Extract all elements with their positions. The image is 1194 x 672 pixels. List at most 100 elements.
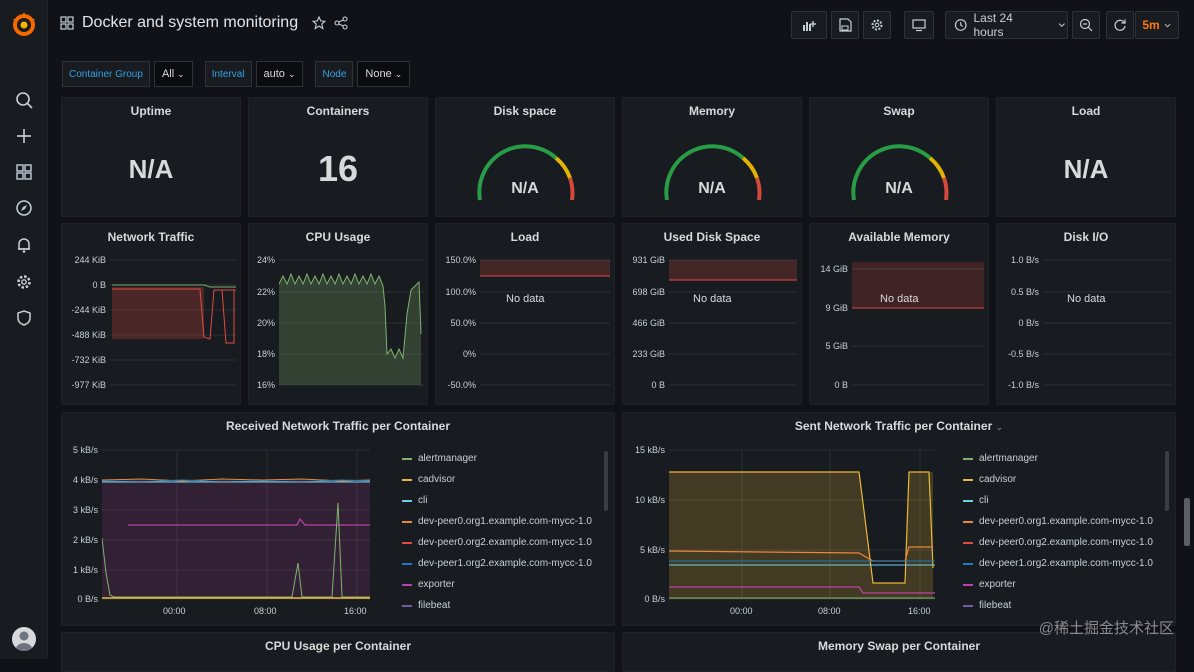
- legend-item[interactable]: alertmanager: [963, 453, 1038, 464]
- shield-icon[interactable]: [12, 306, 36, 330]
- y-tick: -50.0%: [447, 380, 476, 390]
- avatar[interactable]: [12, 627, 36, 651]
- y-tick: 2 kB/s: [72, 535, 98, 545]
- refresh-interval-label: 5m: [1142, 18, 1160, 32]
- chevron-down-icon: [1164, 23, 1171, 27]
- bell-icon[interactable]: [12, 233, 36, 257]
- legend-label: filebeat: [979, 600, 1012, 611]
- legend-swatch: [963, 499, 973, 502]
- stat-value: N/A: [128, 154, 174, 184]
- legend-item[interactable]: dev-peer0.org2.example.com-mycc-1.0: [963, 537, 1153, 548]
- legend-swatch: [963, 478, 973, 481]
- legend-label: filebeat: [418, 600, 451, 611]
- load-plot: [480, 259, 610, 386]
- y-tick: -732 KiB: [71, 355, 106, 365]
- legend-swatch: [963, 604, 973, 607]
- panel-title-row[interactable]: Sent Network Traffic per Container ⌄: [623, 419, 1175, 433]
- gauge-value: N/A: [885, 180, 913, 197]
- cpu-usage-panel: CPU Usage 24% 22% 20% 18% 16%: [248, 223, 428, 405]
- y-tick: 1.0 B/s: [1010, 255, 1039, 265]
- plus-icon[interactable]: [12, 124, 36, 148]
- y-tick: 698 GiB: [632, 287, 665, 297]
- dashboard-grid-icon: [60, 16, 74, 30]
- refresh-button[interactable]: [1106, 11, 1134, 39]
- legend-item[interactable]: dev-peer1.org2.example.com-mycc-1.0: [402, 558, 592, 569]
- gear-icon[interactable]: [12, 270, 36, 294]
- containers-panel: Containers 16: [248, 97, 428, 217]
- dashboards-icon[interactable]: [12, 160, 36, 184]
- save-dashboard-button[interactable]: [831, 11, 859, 39]
- sent-traffic-panel: Sent Network Traffic per Container ⌄ 15 …: [622, 412, 1176, 626]
- search-icon[interactable]: [12, 88, 36, 112]
- dashboard-title[interactable]: Docker and system monitoring: [82, 14, 299, 31]
- legend-label: exporter: [979, 579, 1016, 590]
- legend-item[interactable]: filebeat: [402, 600, 450, 611]
- gauge: [477, 144, 575, 201]
- time-range-picker[interactable]: Last 24 hours: [945, 11, 1068, 39]
- refresh-interval-picker[interactable]: 5m: [1135, 11, 1179, 39]
- y-tick: 16%: [256, 380, 275, 390]
- panel-title: Swap: [883, 104, 915, 118]
- legend-item[interactable]: cli: [963, 495, 988, 506]
- variable-select-interval[interactable]: auto ⌄: [255, 61, 304, 87]
- compass-icon[interactable]: [12, 196, 36, 220]
- variable-select-node[interactable]: None ⌄: [357, 61, 411, 87]
- grafana-logo-icon[interactable]: [9, 9, 39, 39]
- legend-label: cadvisor: [418, 474, 456, 485]
- legend-item[interactable]: dev-peer0.org1.example.com-mycc-1.0: [963, 516, 1153, 527]
- refresh-icon: [1114, 19, 1126, 31]
- variable-select-container-group[interactable]: All ⌄: [153, 61, 193, 87]
- y-tick: 0 B/s: [1018, 318, 1039, 328]
- tv-mode-button[interactable]: [904, 11, 934, 39]
- legend-item[interactable]: dev-peer1.org2.example.com-mycc-1.0: [963, 558, 1153, 569]
- panel-title: Received Network Traffic per Container: [225, 419, 451, 433]
- legend-swatch: [402, 541, 412, 544]
- sent-traffic-plot: [669, 449, 935, 600]
- x-tick: 08:00: [254, 606, 277, 616]
- network-traffic-plot: [110, 259, 236, 386]
- panel-title: Load: [510, 230, 540, 244]
- legend-item[interactable]: dev-peer0.org1.example.com-mycc-1.0: [402, 516, 592, 527]
- cpu-usage-plot: [279, 259, 425, 386]
- page-scrollbar[interactable]: [1184, 498, 1190, 546]
- time-range-label: Last 24 hours: [973, 11, 1013, 39]
- legend-label: cadvisor: [979, 474, 1017, 485]
- y-tick: 0.5 B/s: [1010, 287, 1039, 297]
- legend-label: dev-peer1.org2.example.com-mycc-1.0: [418, 558, 592, 569]
- y-tick: 14 GiB: [820, 264, 848, 274]
- legend-item[interactable]: alertmanager: [402, 453, 477, 464]
- no-data-label: No data: [1067, 293, 1106, 305]
- legend-item[interactable]: cadvisor: [402, 474, 455, 485]
- legend-scrollbar[interactable]: [604, 451, 608, 511]
- legend-item[interactable]: cli: [402, 495, 427, 506]
- legend-item[interactable]: filebeat: [963, 600, 1011, 611]
- x-tick: 00:00: [163, 606, 186, 616]
- stat-value: 16: [317, 148, 359, 189]
- chevron-down-icon: ⌄: [287, 68, 296, 79]
- panel-title: Load: [1071, 104, 1101, 118]
- dashboard-settings-button[interactable]: [863, 11, 891, 39]
- y-tick: -488 KiB: [71, 330, 106, 340]
- star-icon[interactable]: [312, 16, 327, 30]
- y-tick: 4 kB/s: [72, 475, 98, 485]
- panel-title: Available Memory: [848, 230, 950, 244]
- y-tick: 50.0%: [450, 318, 476, 328]
- zoom-out-button[interactable]: [1072, 11, 1100, 39]
- legend-item[interactable]: dev-peer0.org2.example.com-mycc-1.0: [402, 537, 592, 548]
- legend-swatch: [402, 604, 412, 607]
- add-panel-button[interactable]: [791, 11, 827, 39]
- swap-per-container-panel: Memory Swap per Container: [622, 632, 1176, 672]
- gauge-value: N/A: [511, 180, 539, 197]
- y-tick: 3 kB/s: [72, 505, 98, 515]
- available-memory-panel: Available Memory 14 GiB 9 GiB 5 GiB 0 B …: [809, 223, 989, 405]
- legend-item[interactable]: exporter: [963, 579, 1016, 590]
- network-traffic-panel: Network Traffic 244 KiB 0 B -244 KiB -48…: [61, 223, 241, 405]
- y-tick: 931 GiB: [632, 255, 665, 265]
- share-icon[interactable]: [334, 16, 348, 30]
- legend-item[interactable]: cadvisor: [963, 474, 1016, 485]
- legend-scrollbar[interactable]: [1165, 451, 1169, 511]
- panel-title: CPU Usage: [305, 230, 371, 244]
- legend-label: cli: [979, 495, 989, 506]
- legend-item[interactable]: exporter: [402, 579, 455, 590]
- legend-label: dev-peer0.org2.example.com-mycc-1.0: [979, 537, 1153, 548]
